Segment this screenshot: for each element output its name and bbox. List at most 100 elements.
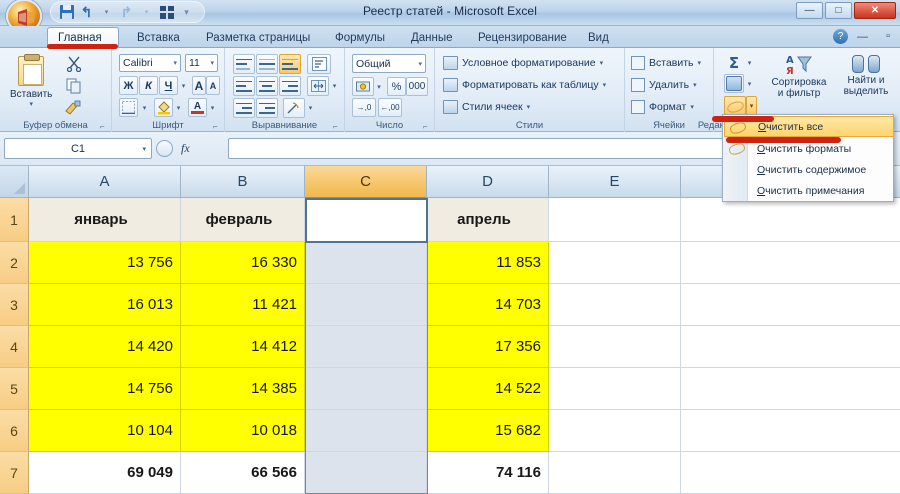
cell-f1[interactable]: [681, 198, 900, 242]
cell-e6[interactable]: [549, 410, 681, 452]
cell-c2[interactable]: [305, 242, 427, 284]
cell-e7[interactable]: [549, 452, 681, 494]
copy-button[interactable]: [66, 78, 84, 94]
align-top-button[interactable]: [233, 54, 255, 74]
format-cells-button[interactable]: Формат ▾: [631, 100, 694, 114]
font-color-dropdown[interactable]: ▾: [210, 104, 215, 112]
cell-f7[interactable]: [681, 452, 900, 494]
cell-c3[interactable]: [305, 284, 427, 326]
tab-data[interactable]: Данные: [411, 31, 453, 44]
tab-home[interactable]: Главная: [47, 27, 119, 48]
cell-f5[interactable]: [681, 368, 900, 410]
cell-e2[interactable]: [549, 242, 681, 284]
close-button[interactable]: ✕: [854, 2, 896, 19]
fill-color-dropdown[interactable]: ▾: [176, 104, 181, 112]
align-center-button[interactable]: [256, 76, 278, 96]
bold-button[interactable]: Ж: [119, 76, 138, 95]
cell-c4[interactable]: [305, 326, 427, 368]
cell-a5[interactable]: 14 756: [29, 368, 181, 410]
orientation-dropdown[interactable]: ▾: [308, 105, 313, 112]
grow-font-button[interactable]: A: [192, 76, 206, 95]
font-name-box[interactable]: Calibri ▾: [119, 54, 181, 72]
clear-dropdown[interactable]: ▾: [746, 96, 757, 115]
cell-d4[interactable]: 17 356: [427, 326, 549, 368]
cell-b6[interactable]: 10 018: [181, 410, 305, 452]
row-header-4[interactable]: 4: [0, 326, 29, 368]
cancel-entry-button[interactable]: [156, 140, 173, 157]
maximize-button[interactable]: □: [825, 2, 852, 19]
currency-dropdown[interactable]: ▾: [377, 83, 381, 91]
column-header-e[interactable]: E: [549, 166, 681, 198]
cell-a4[interactable]: 14 420: [29, 326, 181, 368]
fill-button[interactable]: [724, 74, 744, 93]
align-middle-button[interactable]: [256, 54, 278, 74]
shrink-font-button[interactable]: A: [206, 76, 220, 95]
restore-window-button[interactable]: ▫: [886, 30, 890, 42]
insert-cells-button[interactable]: Вставить ▾: [631, 56, 701, 70]
cell-styles-button[interactable]: Стили ячеек ▾: [443, 100, 530, 114]
cell-f2[interactable]: [681, 242, 900, 284]
redo-dropdown[interactable]: ▾: [138, 4, 155, 21]
column-header-c[interactable]: C: [305, 166, 427, 198]
cell-a1[interactable]: январь: [29, 198, 181, 242]
fill-dropdown[interactable]: ▾: [747, 80, 752, 88]
fill-color-button[interactable]: [154, 98, 173, 117]
customize-qat-button[interactable]: ▾: [178, 4, 195, 21]
cell-f3[interactable]: [681, 284, 900, 326]
row-header-7[interactable]: 7: [0, 452, 29, 494]
row-header-5[interactable]: 5: [0, 368, 29, 410]
orientation-button[interactable]: [283, 98, 305, 118]
find-select-button[interactable]: Найти и выделить: [836, 53, 896, 97]
quick-print-button[interactable]: [158, 4, 175, 21]
cut-button[interactable]: [66, 56, 84, 73]
cell-e3[interactable]: [549, 284, 681, 326]
align-bottom-button[interactable]: [279, 54, 301, 74]
cell-b4[interactable]: 14 412: [181, 326, 305, 368]
font-dialog-launcher[interactable]: ⌐: [213, 122, 218, 131]
cell-a2[interactable]: 13 756: [29, 242, 181, 284]
sort-filter-button[interactable]: A Я Сортировка и фильтр: [766, 53, 832, 99]
cell-d3[interactable]: 14 703: [427, 284, 549, 326]
cell-f4[interactable]: [681, 326, 900, 368]
column-header-b[interactable]: B: [181, 166, 305, 198]
minimize-button[interactable]: —: [796, 2, 823, 19]
format-painter-button[interactable]: [64, 100, 84, 116]
help-button[interactable]: ?: [833, 29, 848, 44]
cell-e5[interactable]: [549, 368, 681, 410]
cell-b2[interactable]: 16 330: [181, 242, 305, 284]
currency-format-button[interactable]: [352, 77, 374, 96]
number-dialog-launcher[interactable]: ⌐: [423, 122, 428, 131]
row-header-6[interactable]: 6: [0, 410, 29, 452]
cell-c6[interactable]: [305, 410, 427, 452]
alignment-dialog-launcher[interactable]: ⌐: [333, 122, 338, 131]
delete-cells-button[interactable]: Удалить ▾: [631, 78, 697, 92]
undo-button[interactable]: ↰: [78, 4, 95, 21]
borders-button[interactable]: [119, 98, 138, 117]
cell-b5[interactable]: 14 385: [181, 368, 305, 410]
tab-view[interactable]: Вид: [588, 31, 609, 44]
cell-e1[interactable]: [549, 198, 681, 242]
cell-a6[interactable]: 10 104: [29, 410, 181, 452]
format-as-table-button[interactable]: Форматировать как таблицу ▾: [443, 78, 606, 92]
decrease-decimal-button[interactable]: ←,00: [378, 98, 402, 117]
save-button[interactable]: [58, 4, 75, 21]
cell-b1[interactable]: февраль: [181, 198, 305, 242]
name-box[interactable]: C1 ▾: [4, 138, 152, 159]
minimize-ribbon-button[interactable]: —: [857, 31, 868, 43]
tab-insert[interactable]: Вставка: [137, 31, 180, 44]
paste-button[interactable]: Вставить ▾: [10, 54, 52, 108]
font-size-box[interactable]: 11 ▾: [185, 54, 218, 72]
tab-review[interactable]: Рецензирование: [478, 31, 567, 44]
font-color-button[interactable]: A: [188, 98, 207, 117]
clipboard-dialog-launcher[interactable]: ⌐: [100, 122, 105, 131]
merge-dropdown[interactable]: ▾: [332, 83, 337, 90]
cell-a3[interactable]: 16 013: [29, 284, 181, 326]
wrap-text-button[interactable]: [307, 54, 331, 74]
align-right-button[interactable]: [279, 76, 301, 96]
clear-button[interactable]: [724, 96, 746, 115]
cell-b7[interactable]: 66 566: [181, 452, 305, 494]
cell-c7[interactable]: [305, 452, 427, 494]
underline-dropdown[interactable]: ▾: [181, 82, 186, 90]
